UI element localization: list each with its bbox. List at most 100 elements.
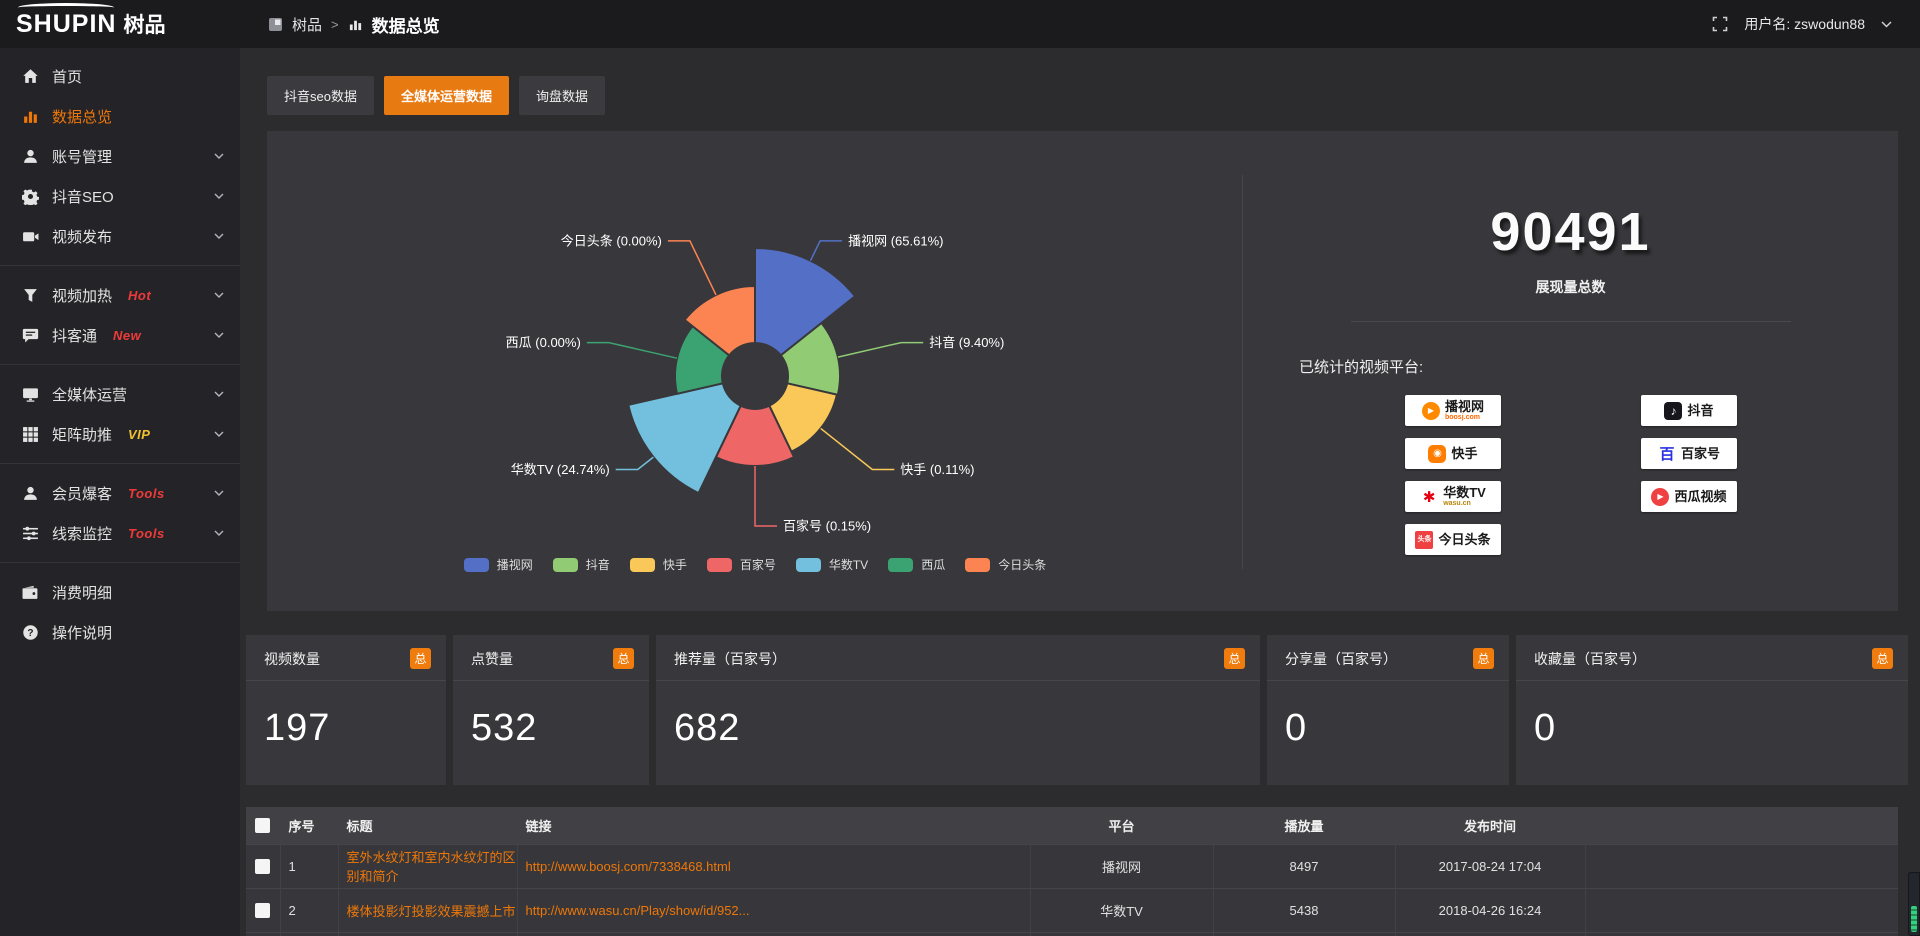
breadcrumb-separator: > bbox=[331, 16, 339, 32]
pie-label: 今日头条 (0.00%) bbox=[561, 233, 662, 248]
sidebar-item-label: 视频发布 bbox=[52, 228, 113, 246]
pie-slice-播视网[interactable] bbox=[754, 246, 857, 357]
legend-label: 播视网 bbox=[496, 558, 533, 572]
member-icon bbox=[22, 485, 39, 502]
stat-card-2: 点赞量 总 532 bbox=[453, 635, 649, 785]
table-row-2: 2 楼体投影灯投影效果震撼上市 http://www.wasu.cn/Play/sh… bbox=[246, 887, 1898, 932]
sidebar-item-3[interactable]: 账号管理 bbox=[0, 136, 240, 176]
fullscreen-icon[interactable] bbox=[1712, 16, 1728, 32]
menu-badge: New bbox=[113, 327, 142, 343]
sidebar-item-1[interactable]: 首页 bbox=[0, 56, 240, 96]
cell-plays: 8497 bbox=[1213, 843, 1396, 888]
cell-title[interactable]: 室外水纹灯和室内水纹灯的区别和简介 bbox=[338, 843, 518, 888]
total-impressions-label: 展现量总数 bbox=[1535, 279, 1606, 295]
stat-value: 197 bbox=[264, 707, 331, 749]
sidebar-item-5[interactable]: 视频发布 bbox=[0, 216, 240, 256]
platforms-label: 已统计的视频平台: bbox=[1299, 359, 1424, 376]
sidebar: 首页数据总览账号管理 抖音SEO 视频发布视频加热 Hot 抖客通 New 全媒体运营 矩阵助… bbox=[0, 48, 240, 936]
pie-slice-百家号[interactable] bbox=[714, 404, 796, 467]
stat-title: 点赞量 bbox=[471, 650, 513, 667]
tab-3[interactable]: 询盘数据 bbox=[518, 76, 605, 115]
sidebar-item-label: 首页 bbox=[52, 68, 83, 86]
row-checkbox[interactable] bbox=[255, 903, 271, 919]
pie-label: 抖音 (9.40%) bbox=[929, 335, 1004, 350]
cell-num: 2 bbox=[280, 887, 339, 932]
sidebar-item-6[interactable]: 视频加热 Hot bbox=[0, 275, 240, 315]
sidebar-item-9[interactable]: 矩阵助推 VIP bbox=[0, 414, 240, 454]
sidebar-item-4[interactable]: 抖音SEO bbox=[0, 176, 240, 216]
page-title: 数据总览 bbox=[371, 16, 440, 36]
video-icon bbox=[22, 228, 39, 245]
pie-label: 华数TV (24.74%) bbox=[511, 462, 610, 477]
legend-item-播视网[interactable]: 播视网 bbox=[463, 556, 533, 573]
table-header: 序号 标题 链接 平台 播放量 发布时间 bbox=[246, 807, 1898, 844]
sidebar-divider bbox=[0, 265, 240, 266]
pie-slice-快手[interactable] bbox=[767, 382, 839, 454]
sidebar-item-12[interactable]: 消费明细 bbox=[0, 572, 240, 612]
sidebar-item-label: 消费明细 bbox=[52, 584, 113, 602]
sidebar-item-8[interactable]: 全媒体运营 bbox=[0, 374, 240, 414]
pie-slice-抖音[interactable] bbox=[779, 321, 841, 397]
sidebar-item-10[interactable]: 会员爆客 Tools bbox=[0, 473, 240, 513]
menu-badge: VIP bbox=[128, 426, 151, 442]
row-checkbox[interactable] bbox=[255, 859, 271, 875]
pie-label: 播视网 (65.61%) bbox=[848, 233, 943, 248]
sidebar-item-13[interactable]: ? 操作说明 bbox=[0, 612, 240, 652]
platform-badge-今日头条: 头条 今日头条 bbox=[1405, 524, 1501, 555]
stat-card-header: 点赞量 总 bbox=[453, 635, 649, 681]
chevron-down-icon[interactable] bbox=[1881, 20, 1892, 28]
stat-card-header: 推荐量（百家号） 总 bbox=[656, 635, 1260, 681]
username-label[interactable]: 用户名: zswodun88 bbox=[1744, 16, 1865, 32]
sidebar-item-label: 数据总览 bbox=[52, 108, 113, 126]
scroll-widget-indicator bbox=[1911, 906, 1917, 932]
legend-item-抖音[interactable]: 抖音 bbox=[552, 556, 610, 573]
sliders-icon bbox=[22, 525, 39, 542]
platform-badges: ▶ 播视网 boosj.com ♪ 抖音 ◉ 快手 百百家号 ✱ 华数TV wasu.cn ▶ 西瓜视频… bbox=[1405, 395, 1898, 555]
platform-name: 百家号 bbox=[1680, 445, 1720, 461]
menu-badge: Tools bbox=[128, 525, 165, 541]
select-all-checkbox[interactable] bbox=[255, 818, 271, 834]
legend-item-百家号[interactable]: 百家号 bbox=[706, 556, 776, 573]
pie-slice-华数TV[interactable] bbox=[627, 382, 743, 495]
legend-item-华数TV[interactable]: 华数TV bbox=[795, 556, 869, 573]
legend-label: 华数TV bbox=[828, 558, 869, 572]
chevron-down-icon bbox=[214, 332, 224, 338]
col-plays: 播放量 bbox=[1213, 807, 1396, 844]
breadcrumb-root[interactable]: 树品 bbox=[292, 16, 323, 34]
menu-badge: Hot bbox=[128, 287, 152, 303]
pie-label: 快手 (0.11%) bbox=[900, 462, 974, 477]
sidebar-item-7[interactable]: 抖客通 New bbox=[0, 315, 240, 355]
legend-label: 快手 bbox=[662, 558, 687, 572]
legend-item-快手[interactable]: 快手 bbox=[629, 556, 687, 573]
pie-label-line bbox=[820, 427, 895, 471]
tab-2[interactable]: 全媒体运营数据 bbox=[383, 76, 509, 115]
total-badge: 总 bbox=[1224, 648, 1245, 669]
legend-item-西瓜[interactable]: 西瓜 bbox=[888, 556, 945, 573]
stat-title: 收藏量（百家号） bbox=[1534, 650, 1646, 667]
rose-pie-chart[interactable]: 播视网 (65.61%) 抖音 (9.40%) 快手 (0.11%) 百家号 (0.1… bbox=[267, 131, 1243, 611]
sidebar-item-11[interactable]: 线索监控 Tools bbox=[0, 513, 240, 553]
pie-slice-西瓜[interactable] bbox=[674, 324, 731, 395]
logo-suffix: 树品 bbox=[123, 14, 166, 37]
platform-name: 播视网 bbox=[1444, 399, 1484, 414]
stat-card-4: 分享量（百家号） 总 0 bbox=[1267, 635, 1509, 785]
wallet-icon bbox=[22, 584, 39, 601]
sidebar-divider bbox=[0, 562, 240, 563]
pie-legend: 播视网 抖音 快手 百家号 华数TV 西瓜 今日头条 bbox=[267, 556, 1243, 573]
pie-slice-今日头条[interactable] bbox=[683, 284, 756, 357]
cell-link[interactable]: http://www.wasu.cn/Play/show/id/952... bbox=[517, 887, 1031, 932]
topbar-right: 用户名: zswodun88 bbox=[1712, 14, 1920, 34]
legend-item-今日头条[interactable]: 今日头条 bbox=[965, 556, 1046, 573]
cell-title[interactable]: 楼体投影灯投影效果震撼上市 bbox=[338, 887, 518, 932]
platform-badge-华数TV: ✱ 华数TV wasu.cn bbox=[1405, 481, 1501, 512]
menu-badge: Tools bbox=[128, 485, 165, 501]
scroll-widget[interactable] bbox=[1908, 872, 1920, 936]
logo-text: SHUPIN bbox=[16, 3, 116, 37]
tab-1[interactable]: 抖音seo数据 bbox=[267, 76, 374, 115]
total-badge: 总 bbox=[1872, 648, 1893, 669]
cell-link[interactable]: http://www.boosj.com/7338468.html bbox=[517, 843, 1031, 888]
sidebar-item-2[interactable]: 数据总览 bbox=[0, 96, 240, 136]
chevron-down-icon bbox=[214, 431, 224, 437]
table-header-row: 序号 标题 链接 平台 播放量 发布时间 bbox=[246, 807, 1898, 844]
data-tabs: 抖音seo数据 全媒体运营数据 询盘数据 bbox=[267, 76, 1920, 115]
